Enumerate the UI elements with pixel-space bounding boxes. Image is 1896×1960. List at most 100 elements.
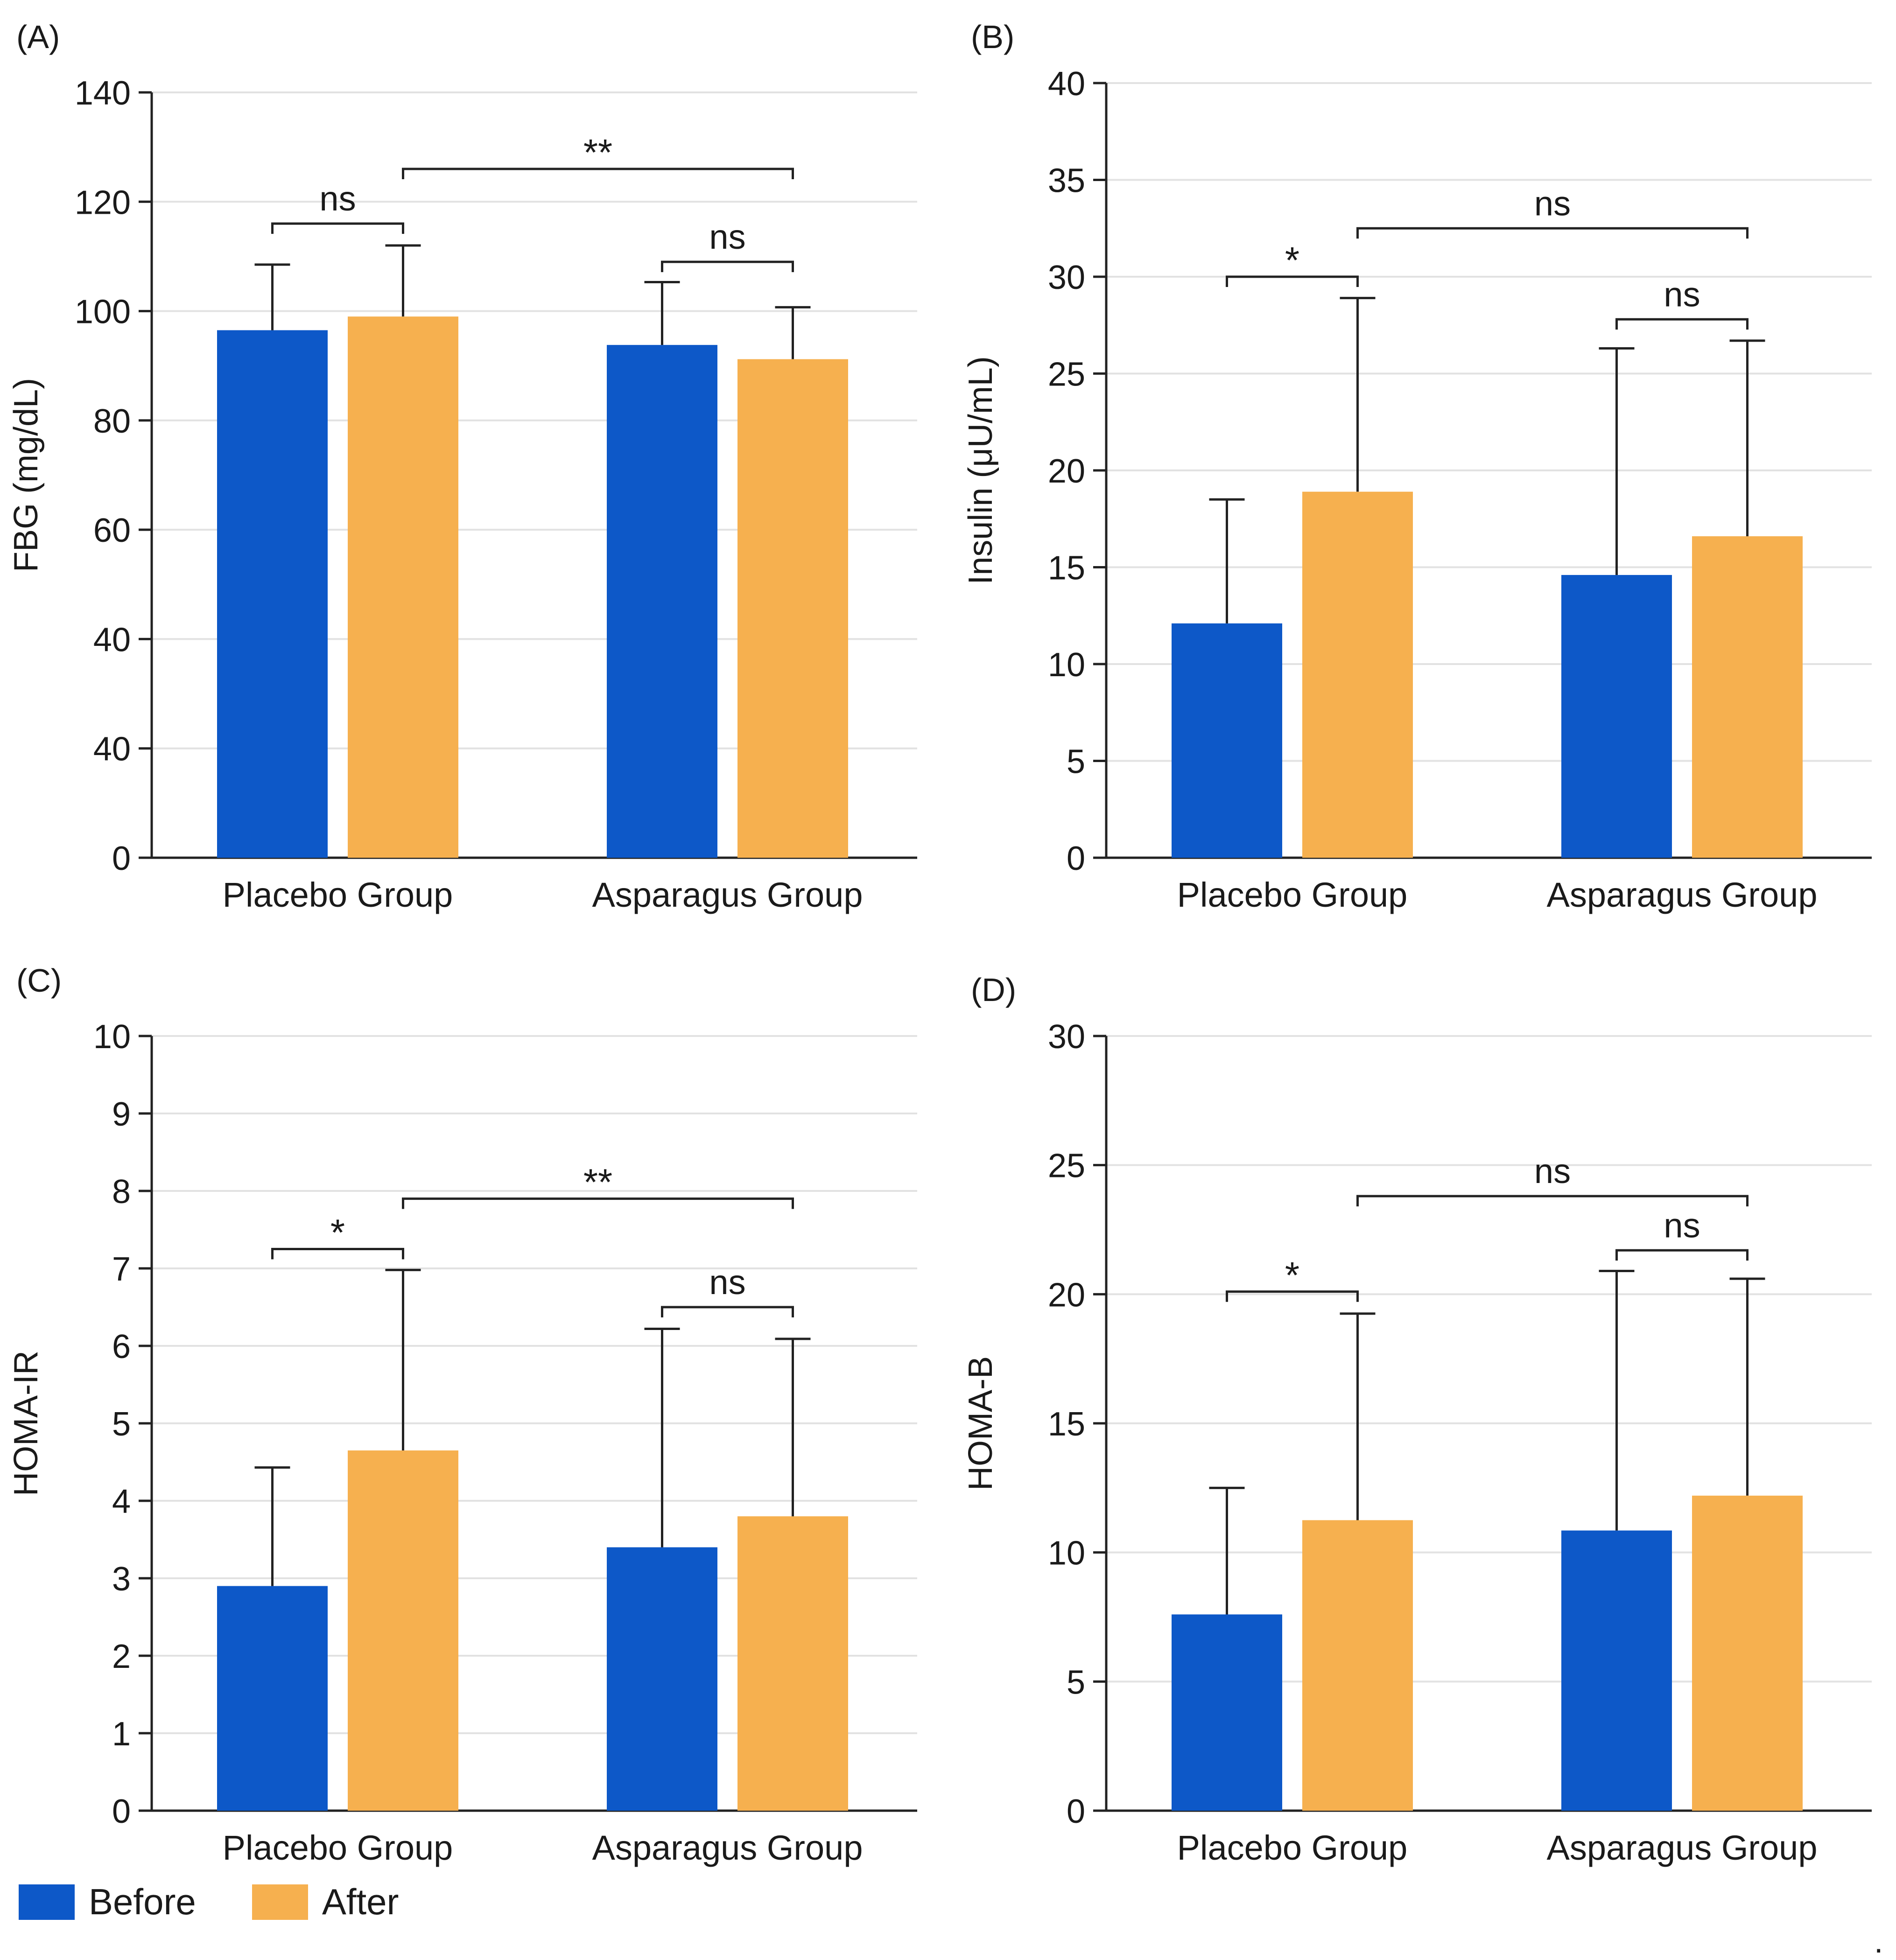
y-tick-label: 100 [75,294,131,331]
chart-panel-b: (B) 0 5 10 15 20 25 30 35 40 Insulin (μU/mL) Placeb… [962,19,1872,914]
bar-asparagus-before [1561,1530,1672,1811]
x-tick-label: Placebo Group [1177,875,1408,914]
y-tick-label: 120 [75,184,131,221]
significance-bracket [402,168,794,179]
significance-label: ns [1664,1206,1700,1245]
y-tick-label: 1 [112,1715,131,1753]
y-tick-label: 5 [112,1406,131,1443]
significance-label: ** [583,1162,612,1203]
y-tick-label: 25 [1048,356,1085,393]
y-tick-label: 0 [112,840,131,877]
y-tick-label: 6 [112,1328,131,1365]
y-tick-label: 10 [93,1018,131,1056]
significance-label: ns [1664,275,1700,314]
significance-label: * [330,1212,345,1253]
bar-placebo-after [1302,491,1413,858]
y-tick-label: 0 [1067,1793,1085,1830]
significance-bracket [1615,318,1749,330]
bar-placebo-before [217,330,328,858]
chart-panel-a: (A) 0 40 40 60 80 100 120 140 FBG (mg/dL) Placebo … [7,19,917,914]
x-tick-label: Placebo Group [1177,1828,1408,1867]
y-tick-label: 7 [112,1251,131,1288]
x-tick-label: Placebo Group [223,875,453,914]
y-axis-label: Insulin (μU/mL) [962,356,999,585]
significance-label: * [1285,1254,1299,1296]
bar-asparagus-after [1692,536,1803,858]
significance-label: * [1285,239,1299,281]
y-tick-label: 15 [1048,1406,1085,1443]
legend-label-after: After [322,1881,399,1922]
legend-item-after: After [252,1881,399,1923]
significance-label: ns [319,179,356,218]
bar-asparagus-before [607,345,717,858]
y-axis-label: FBG (mg/dL) [7,378,45,572]
y-tick-label: 40 [93,731,131,768]
bar-placebo-after [1302,1520,1413,1811]
panel-label: (A) [16,19,60,55]
y-tick-label: 5 [1067,1664,1085,1701]
bar-asparagus-before [607,1547,717,1811]
significance-bracket [661,260,794,273]
y-axis-label: HOMA-IR [7,1351,45,1496]
trailing-mark: . [1874,1923,1883,1960]
x-tick-label: Asparagus Group [592,875,863,914]
significance-bracket [661,1306,794,1317]
significance-label: ns [1534,1152,1571,1190]
bar-placebo-after [348,1450,458,1811]
x-tick-label: Placebo Group [223,1828,453,1867]
y-tick-label: 5 [1067,743,1085,781]
significance-bracket [271,222,404,234]
bar-placebo-before [1172,1614,1282,1811]
panel-label: (B) [971,19,1014,55]
y-tick-label: 140 [75,75,131,112]
y-tick-label: 3 [112,1561,131,1598]
significance-bracket [1226,275,1359,287]
bar-asparagus-after [737,1516,848,1811]
significance-bracket [271,1248,404,1260]
y-tick-label: 2 [112,1638,131,1675]
bar-placebo-after [348,316,458,858]
y-tick-label: 20 [1048,1276,1085,1314]
y-tick-label: 25 [1048,1148,1085,1185]
y-tick-label: 30 [1048,259,1085,296]
y-tick-label: 0 [1067,840,1085,877]
y-tick-label: 0 [112,1793,131,1830]
significance-bracket [1226,1290,1359,1302]
y-tick-label: 60 [93,512,131,549]
significance-bracket [1615,1249,1749,1261]
bar-asparagus-before [1561,575,1672,858]
y-tick-label: 10 [1048,1535,1085,1572]
chart-panel-c: (C) 0 1 2 3 4 5 6 7 8 9 10 HOMA-IR Placebo Group Aspar… [7,962,917,1867]
x-tick-label: Asparagus Group [592,1828,863,1867]
panel-label: (C) [16,962,62,999]
y-tick-label: 30 [1048,1018,1085,1056]
significance-label: ns [709,1263,745,1302]
legend-label-before: Before [89,1881,196,1922]
y-tick-label: 20 [1048,453,1085,490]
bar-placebo-before [217,1586,328,1811]
bar-placebo-before [1172,623,1282,858]
bar-asparagus-after [737,359,848,858]
legend-swatch-before [19,1884,75,1920]
significance-label: ns [709,217,745,256]
x-tick-label: Asparagus Group [1546,875,1817,914]
y-axis-label: HOMA-B [962,1356,999,1491]
chart-panel-d: (D) 0 5 10 15 20 25 30 HOMA-B Placebo Group Aspara… [962,972,1872,1867]
y-tick-label: 80 [93,403,131,440]
y-tick-label: 40 [93,621,131,658]
y-tick-label: 8 [112,1173,131,1211]
legend: Before After [19,1881,455,1923]
significance-label: ns [1534,184,1571,223]
bar-asparagus-after [1692,1495,1803,1811]
significance-bracket [402,1197,794,1209]
x-tick-label: Asparagus Group [1546,1828,1817,1867]
significance-label: ** [583,132,612,173]
y-tick-label: 15 [1048,550,1085,587]
legend-item-before: Before [19,1881,196,1923]
y-tick-label: 9 [112,1096,131,1133]
panel-label: (D) [971,972,1016,1008]
y-tick-label: 40 [1048,65,1085,103]
y-tick-label: 4 [112,1483,131,1520]
legend-swatch-after [252,1884,308,1920]
